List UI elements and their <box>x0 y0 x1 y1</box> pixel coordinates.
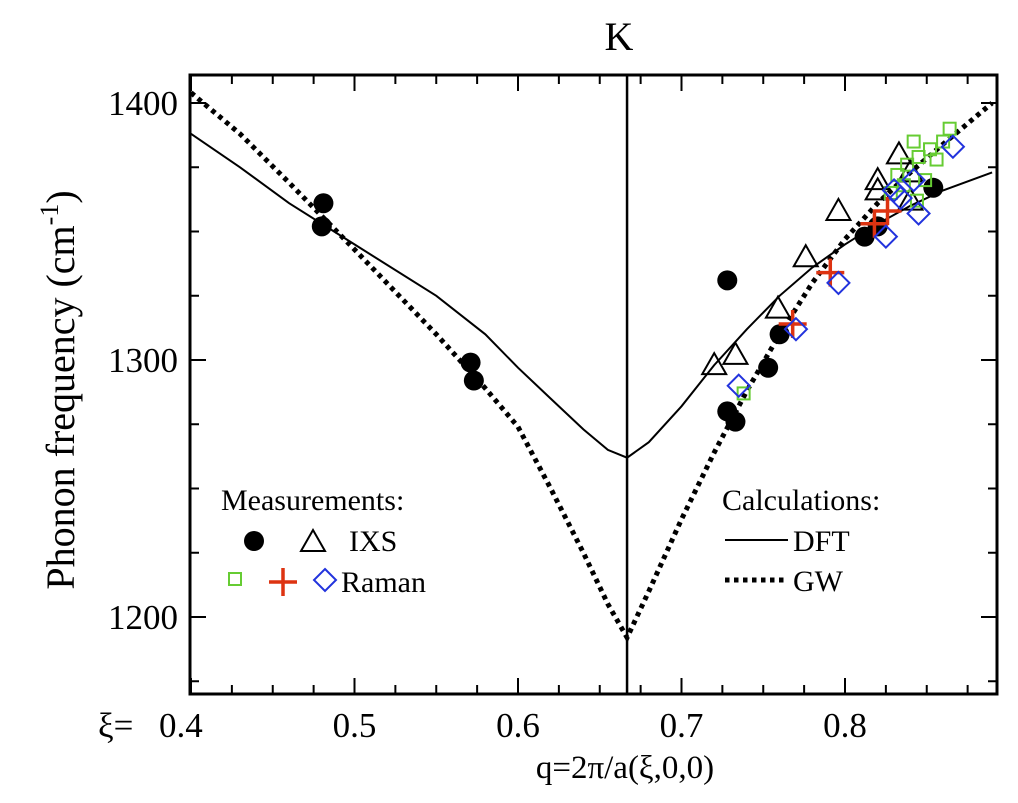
raman-square-point <box>918 173 933 188</box>
x-axis-prefix: ξ= <box>98 706 133 745</box>
raman-square-point <box>909 193 924 208</box>
raman-diamond-point <box>783 316 809 342</box>
tick-labels: 0.4 0.5 0.6 0.7 0.8 1200 1300 1400 <box>108 84 867 745</box>
ixs-triangle-point <box>824 196 853 221</box>
legend-dft-label: DFT <box>793 525 850 558</box>
ixs-triangle-point <box>792 243 820 268</box>
ixs-circle-point <box>725 411 746 432</box>
raman-diamond-point <box>888 185 914 211</box>
legend-ixs-label: IXS <box>349 525 397 558</box>
x-tick-label: 0.7 <box>660 706 704 745</box>
ixs-circle-point <box>923 177 944 198</box>
ixs-triangle-point <box>885 140 913 165</box>
ixs-circle-point <box>717 270 738 291</box>
raman-diamond-point <box>726 373 752 399</box>
y-tick-label: 1200 <box>108 598 178 637</box>
ixs-circle-point <box>463 370 484 391</box>
plot-frame <box>188 73 999 696</box>
legend-raman-label: Raman <box>341 566 426 599</box>
raman-diamond-point <box>873 224 899 250</box>
y-tick-label: 1300 <box>108 341 178 380</box>
legend-measurements-title: Measurements: <box>221 484 404 517</box>
legend-raman-cross-marker <box>269 568 297 596</box>
raman-diamond-point <box>826 270 851 296</box>
legend-ixs-triangle-marker <box>299 527 327 552</box>
ixs-circle-point <box>460 352 481 373</box>
gw-curve <box>189 90 994 644</box>
y-axis-label-superscript: -1 <box>35 204 64 226</box>
calculation-curves <box>189 90 994 644</box>
raman-square-point <box>900 157 915 172</box>
raman-square-point <box>929 152 944 167</box>
x-tick-label: 0.8 <box>823 706 867 745</box>
y-axis-label-main: Phonon frequency (cm <box>38 225 83 589</box>
y-axis-label: Phonon frequency (cm-1) <box>35 190 83 589</box>
legend-raman-square-marker <box>228 572 242 586</box>
raman-diamond-point <box>906 201 931 226</box>
chart-title: K <box>605 14 634 59</box>
raman-square-point <box>736 386 751 401</box>
raman-square-point <box>911 149 926 164</box>
ixs-triangle-point <box>721 340 750 365</box>
x-axis-label: q=2π/a(ξ,0,0) <box>536 750 714 786</box>
legend-gw-label: GW <box>793 565 844 598</box>
raman-cross-point <box>873 196 902 225</box>
raman-cross-point <box>860 209 889 238</box>
y-axis-label-close: ) <box>38 190 83 203</box>
legend-ixs-circle-marker <box>244 531 264 551</box>
raman-diamond-point <box>940 134 966 160</box>
ixs-circle-point <box>313 193 334 214</box>
ixs-circle-point <box>311 216 332 237</box>
dft-curve <box>190 132 993 459</box>
raman-square-point <box>942 121 957 136</box>
legend-calculations-title: Calculations: <box>722 484 880 517</box>
x-tick-label: 0.6 <box>496 706 540 745</box>
raman-diamond-point <box>901 167 927 193</box>
x-tick-label: 0.4 <box>159 706 203 745</box>
y-tick-label: 1400 <box>108 84 178 123</box>
ixs-circle-point <box>758 357 779 378</box>
ixs-triangle-point <box>764 294 792 319</box>
legend-raman-diamond-marker <box>312 567 338 593</box>
measurement-points <box>311 121 966 432</box>
raman-square-point <box>906 134 921 149</box>
ixs-triangle-point <box>863 166 892 191</box>
tick-marks <box>190 75 997 694</box>
ixs-triangle-point <box>700 351 728 376</box>
x-tick-label: 0.5 <box>333 706 377 745</box>
